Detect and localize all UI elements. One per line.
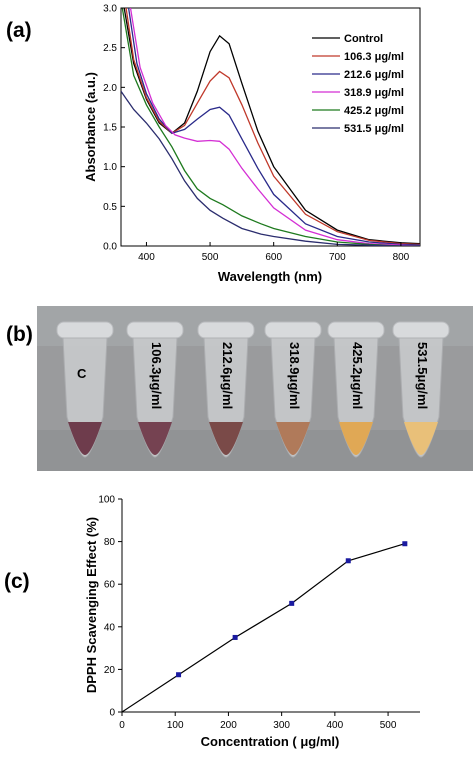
dpph-y-axis-title: DPPH Scavenging Effect (%) bbox=[84, 517, 99, 693]
tube-label: 106.3μg/ml bbox=[149, 342, 164, 409]
tube-label: 212.6μg/ml bbox=[220, 342, 235, 409]
tube-3: 318.9μg/ml bbox=[264, 321, 322, 458]
dpph-chart: 0 100 200 300 400 500 0 20 40 60 80 100 Concentrat… bbox=[84, 495, 420, 749]
tube-label: 318.9μg/ml bbox=[287, 342, 302, 409]
panel-a-label: (a) bbox=[6, 19, 32, 42]
dpph-data-point bbox=[402, 541, 408, 547]
dpph-series-line bbox=[121, 543, 405, 713]
dpph-x-tick-label: 200 bbox=[220, 720, 237, 731]
absorbance-series-line-2 bbox=[127, 8, 420, 246]
absorbance-y-tick-label: 3.0 bbox=[103, 4, 117, 15]
absorbance-y-tick-label: 0.0 bbox=[103, 242, 117, 253]
panel-c-label: (c) bbox=[4, 570, 30, 593]
tube-label: 531.5μg/ml bbox=[415, 342, 430, 409]
dpph-y-tick-label: 20 bbox=[104, 665, 116, 676]
legend-label-0: Control bbox=[344, 33, 383, 45]
dpph-x-tick-label: 400 bbox=[327, 720, 344, 731]
dpph-data-point bbox=[176, 672, 182, 678]
absorbance-series-line-0 bbox=[123, 8, 420, 245]
tube-1: 106.3μg/ml bbox=[126, 321, 184, 458]
tube-liquid bbox=[68, 422, 102, 455]
legend-label-5: 531.5 μg/ml bbox=[344, 123, 404, 135]
tube-liquid bbox=[404, 422, 438, 455]
tube-cap bbox=[327, 321, 385, 339]
tube-4: 425.2μg/ml bbox=[327, 321, 385, 458]
dpph-data-point bbox=[345, 558, 351, 564]
absorbance-x-tick-label: 700 bbox=[329, 252, 346, 263]
tube-liquid bbox=[339, 422, 373, 455]
absorbance-y-tick-label: 0.5 bbox=[103, 202, 117, 213]
absorbance-x-tick-label: 400 bbox=[138, 252, 155, 263]
tube-cap bbox=[197, 321, 255, 339]
dpph-x-tick-label: 300 bbox=[273, 720, 290, 731]
tube-2: 212.6μg/ml bbox=[197, 321, 255, 458]
tube-cap bbox=[126, 321, 184, 339]
legend-label-2: 212.6 μg/ml bbox=[344, 69, 404, 81]
dpph-x-tick-label: 500 bbox=[380, 720, 397, 731]
tube-cap bbox=[392, 321, 450, 339]
absorbance-series-line-4 bbox=[121, 8, 420, 246]
tube-label: C bbox=[77, 366, 87, 381]
absorbance-y-tick-label: 2.5 bbox=[103, 43, 117, 54]
dpph-y-tick-label: 0 bbox=[109, 708, 115, 719]
legend-label-3: 318.9 μg/ml bbox=[344, 87, 404, 99]
dpph-data-point bbox=[289, 600, 295, 606]
absorbance-y-tick-label: 1.5 bbox=[103, 123, 117, 134]
dpph-y-tick-label: 60 bbox=[104, 580, 116, 591]
legend-label-1: 106.3 μg/ml bbox=[344, 51, 404, 63]
tube-cap bbox=[56, 321, 114, 339]
absorbance-series-line-3 bbox=[129, 8, 420, 246]
absorbance-x-axis-title: Wavelength (nm) bbox=[218, 269, 322, 284]
absorbance-legend: Control 106.3 μg/ml 212.6 μg/ml 318.9 μg/ml… bbox=[312, 33, 404, 135]
tube-liquid bbox=[276, 422, 310, 455]
dpph-data-point bbox=[232, 634, 238, 640]
absorbance-y-axis-title: Absorbance (a.u.) bbox=[83, 72, 98, 182]
absorbance-y-tick-label: 1.0 bbox=[103, 162, 117, 173]
absorbance-y-tick-label: 2.0 bbox=[103, 83, 117, 94]
tube-liquid bbox=[209, 422, 243, 455]
tube-liquid bbox=[138, 422, 172, 455]
tube-0: C bbox=[56, 321, 114, 458]
absorbance-series-line-5 bbox=[121, 90, 420, 246]
dpph-y-tick-label: 80 bbox=[104, 537, 116, 548]
dpph-x-tick-label: 100 bbox=[167, 720, 184, 731]
absorbance-x-tick-label: 500 bbox=[202, 252, 219, 263]
absorbance-series-line-1 bbox=[125, 8, 420, 246]
absorbance-x-tick-label: 600 bbox=[265, 252, 282, 263]
dpph-y-tick-label: 100 bbox=[98, 495, 115, 506]
absorbance-chart: 400 500 600 700 800 0.0 0.5 1.0 1.5 2.0 2.5 3.0 Co… bbox=[83, 4, 421, 284]
tube-cap bbox=[264, 321, 322, 339]
tube-photo: C 106.3μg/ml 212.6μg/ml 318.9μg/ml 425.2μg/m… bbox=[37, 306, 473, 471]
dpph-y-tick-label: 40 bbox=[104, 622, 116, 633]
tube-5: 531.5μg/ml bbox=[392, 321, 450, 458]
dpph-x-tick-label: 0 bbox=[119, 720, 125, 731]
panel-b-label: (b) bbox=[6, 323, 33, 346]
legend-label-4: 425.2 μg/ml bbox=[344, 105, 404, 117]
dpph-x-axis-title: Concentration ( μg/ml) bbox=[201, 734, 340, 749]
tube-label: 425.2μg/ml bbox=[350, 342, 365, 409]
absorbance-x-tick-label: 800 bbox=[393, 252, 410, 263]
